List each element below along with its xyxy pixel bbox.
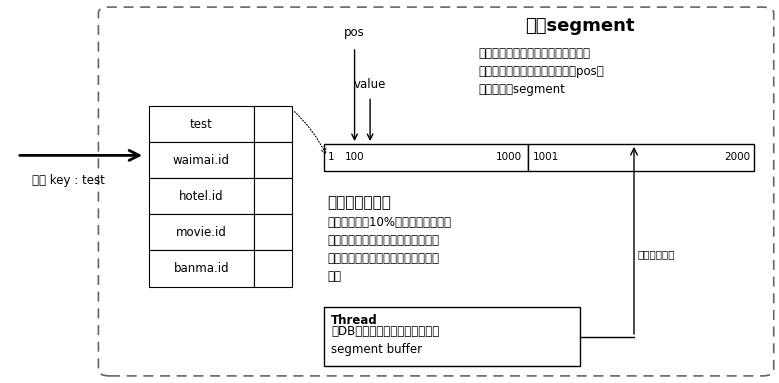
Text: 100: 100 <box>345 152 365 162</box>
Text: 切换segment: 切换segment <box>525 16 634 34</box>
Text: Thread: Thread <box>331 314 378 327</box>
Bar <box>149 106 254 142</box>
Text: hotel.id: hotel.id <box>179 190 224 203</box>
Text: 2000: 2000 <box>724 152 750 162</box>
FancyBboxPatch shape <box>98 7 774 376</box>
Text: 1000: 1000 <box>496 152 522 162</box>
Text: waimai.id: waimai.id <box>173 154 230 167</box>
Text: 更新下个号段: 更新下个号段 <box>638 249 675 259</box>
Text: movie.id: movie.id <box>176 226 227 239</box>
Bar <box>254 214 292 250</box>
Bar <box>323 308 580 367</box>
Text: 当前号段分发完后，如果下个号段已
准备好，则进行切换操作，修改pos指
向更新过的segment: 当前号段分发完后，如果下个号段已 准备好，则进行切换操作，修改pos指 向更新过… <box>479 47 605 96</box>
Bar <box>254 250 292 286</box>
Bar <box>149 250 254 286</box>
Text: 从DB中取新的号段，放入另一个
segment buffer: 从DB中取新的号段，放入另一个 segment buffer <box>331 324 439 355</box>
Bar <box>254 142 292 178</box>
Text: 请求 key : test: 请求 key : test <box>33 173 105 187</box>
Bar <box>254 106 292 142</box>
Bar <box>149 142 254 178</box>
Text: 更新下一个号段: 更新下一个号段 <box>327 195 391 210</box>
Text: banma.id: banma.id <box>174 262 229 275</box>
Text: value: value <box>354 78 386 91</box>
Bar <box>254 178 292 214</box>
Bar <box>323 144 527 170</box>
Bar <box>527 144 754 170</box>
Bar <box>149 214 254 250</box>
Text: pos: pos <box>344 26 365 39</box>
Text: 当号段消费到10%的时候，如果下个
号段没有准备好且更新号段进程不在
执行中，则开启更新线程更新下一个
号段: 当号段消费到10%的时候，如果下个 号段没有准备好且更新号段进程不在 执行中，则… <box>327 216 451 283</box>
Text: test: test <box>190 118 213 131</box>
Text: 1001: 1001 <box>532 152 559 162</box>
Bar <box>149 178 254 214</box>
Text: 1: 1 <box>328 152 335 162</box>
